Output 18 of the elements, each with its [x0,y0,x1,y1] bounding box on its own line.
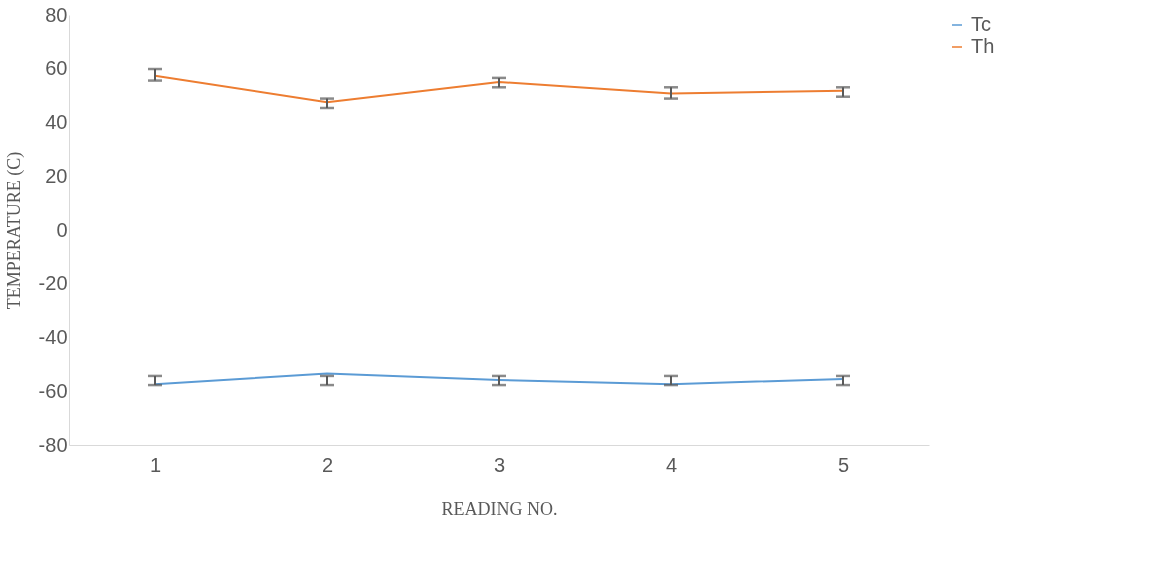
y-tick-label: 60 [45,57,68,80]
legend-label: Tc [971,13,991,35]
y-tick-label: -20 [38,272,68,295]
y-tick-label: -60 [38,379,68,402]
y-tick-label: 0 [56,218,68,241]
x-axis-title: READING NO. [441,498,558,519]
legend-label: Th [971,35,995,57]
y-tick-label: 80 [45,3,68,26]
x-tick-label: 1 [149,453,162,476]
x-tick-label: 5 [837,453,850,476]
y-axis-title: TEMPERATURE (C) [3,151,25,310]
y-tick-label: -40 [38,326,68,348]
x-tick-label: 2 [321,453,334,476]
y-tick-label: 20 [45,164,68,187]
y-tick-label: 40 [45,111,68,133]
y-tick-label: -80 [38,433,68,456]
x-tick-label: 3 [493,453,506,476]
x-tick-label: 4 [665,453,678,476]
